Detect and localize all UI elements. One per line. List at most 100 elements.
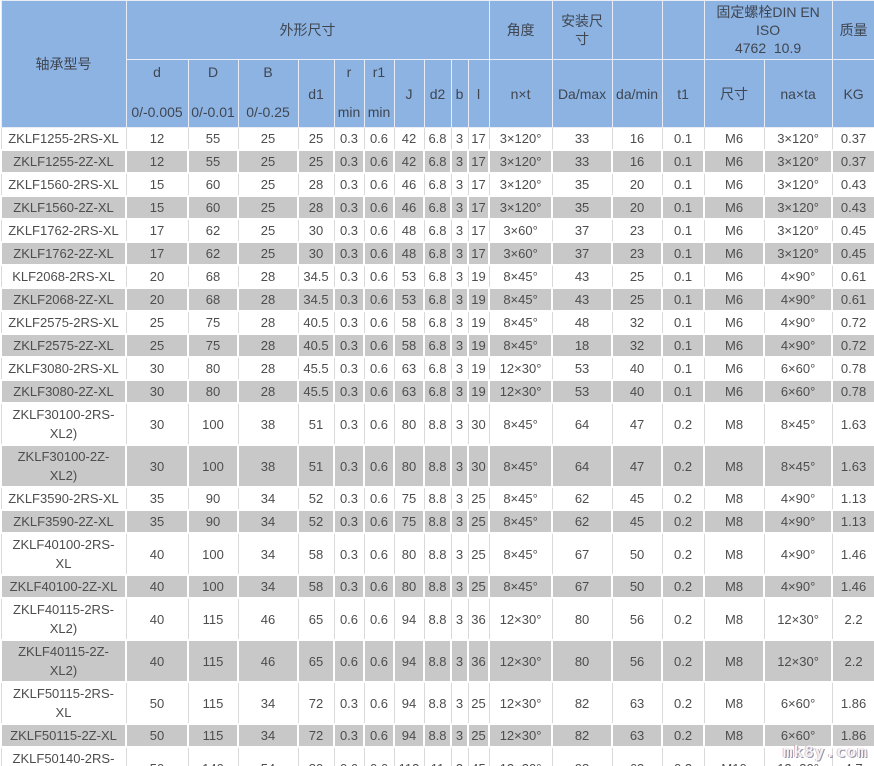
col-header-nxt: n×t (488, 59, 553, 128)
value-cell: 8.8 (423, 723, 452, 748)
value-cell: 3 (450, 639, 469, 683)
value-cell: 12×30° (488, 597, 553, 641)
value-cell: 0.1 (661, 356, 705, 381)
value-cell: M6 (703, 264, 765, 289)
value-cell: 38 (237, 444, 299, 488)
value-cell: 0.3 (333, 218, 365, 243)
value-cell: 28 (297, 195, 335, 220)
value-cell: 80 (551, 639, 614, 683)
value-cell: 0.1 (661, 264, 705, 289)
value-cell: 3×120° (763, 218, 833, 243)
value-cell: 0.6 (363, 333, 395, 358)
value-cell: 3 (450, 172, 469, 197)
value-cell: 34 (237, 509, 299, 534)
value-cell: 3×120° (488, 127, 553, 151)
value-cell: 46 (237, 597, 299, 641)
value-cell: 2.2 (831, 597, 874, 641)
value-cell: 0.3 (333, 444, 365, 488)
value-cell: 25 (237, 195, 299, 220)
value-cell: 0.6 (363, 195, 395, 220)
value-cell: M8 (703, 444, 766, 488)
value-cell: 94 (393, 639, 425, 683)
value-cell: 8.8 (423, 574, 452, 599)
value-cell: 30 (125, 379, 189, 404)
value-cell: 3 (450, 379, 469, 404)
header-group-row: 轴承型号 外形尺寸 角度 安装尺寸 固定螺栓DIN EN ISO 4762 10… (0, 0, 874, 128)
value-cell: 0.3 (333, 532, 365, 576)
value-cell: 6.8 (423, 172, 452, 197)
value-cell: 0.1 (661, 310, 705, 335)
col-header-bolt-size: 尺寸 (703, 59, 765, 128)
value-cell: 19 (466, 287, 491, 312)
value-cell: 8×45° (488, 444, 554, 488)
value-cell: 75 (187, 333, 239, 358)
value-cell: 8×45° (488, 402, 553, 446)
value-cell: 1.13 (831, 486, 874, 511)
value-cell: 35 (125, 509, 189, 534)
value-cell: 8×45° (763, 402, 833, 446)
value-cell: 37 (551, 241, 614, 266)
value-cell: 45 (611, 486, 663, 511)
value-cell: 16 (611, 149, 664, 174)
value-cell: 47 (611, 444, 664, 488)
value-cell: 6.8 (423, 287, 452, 312)
model-cell: ZKLF1255-2RS-XL (0, 127, 127, 151)
model-cell: ZKLF40115-2RS-XL2) (0, 597, 127, 641)
value-cell: 0.3 (333, 486, 365, 511)
value-cell: 82 (551, 681, 613, 725)
value-cell: 45 (467, 746, 490, 766)
value-cell: 0.3 (333, 379, 365, 404)
value-cell: 20 (125, 287, 189, 312)
value-cell: M6 (703, 241, 766, 266)
value-cell: 8.8 (423, 444, 452, 488)
value-cell: M8 (703, 532, 765, 576)
col-header-kg: KG (831, 59, 874, 128)
value-cell: 0.78 (831, 356, 874, 381)
value-cell: 80 (297, 746, 335, 766)
value-cell: 12×30° (488, 639, 554, 683)
value-cell: 12 (125, 127, 189, 151)
value-cell: 3×120° (488, 172, 553, 197)
value-cell: 68 (187, 287, 239, 312)
value-cell: 1.46 (831, 532, 874, 576)
value-cell: 15 (125, 195, 189, 220)
value-cell: 0.6 (363, 218, 395, 243)
value-cell: 115 (187, 681, 239, 725)
value-cell: M10 (703, 746, 765, 766)
value-cell: 55 (187, 127, 239, 151)
value-cell: 0.6 (333, 746, 365, 766)
value-cell: 19 (467, 264, 490, 289)
value-cell: 80 (393, 402, 425, 446)
value-cell: 30 (466, 444, 491, 488)
value-cell: 3 (450, 149, 469, 174)
value-cell: 3 (450, 127, 469, 151)
model-cell: ZKLF1762-2RS-XL (0, 218, 127, 243)
table-row: ZKLF2575-2RS-XL 25 75 28 40.5 0.3 0.6 58 6.8 3 19 8… (0, 310, 874, 335)
col-header-naxta: na×ta (763, 59, 833, 128)
value-cell: 80 (187, 356, 239, 381)
value-cell: 17 (466, 241, 491, 266)
value-cell: 1.86 (831, 681, 874, 725)
value-cell: 0.43 (831, 172, 874, 197)
value-cell: 8.8 (423, 597, 452, 641)
value-cell: 53 (551, 356, 613, 381)
value-cell: 52 (297, 509, 335, 534)
value-cell: 28 (237, 379, 299, 404)
value-cell: 8×45° (488, 310, 553, 335)
value-cell: 12×30° (763, 746, 833, 766)
value-cell: 0.6 (333, 597, 365, 641)
value-cell: 0.6 (363, 639, 395, 683)
value-cell: 30 (467, 402, 490, 446)
col-header-da-min: da/min (611, 59, 663, 128)
value-cell: 0.6 (363, 379, 395, 404)
value-cell: 90 (187, 509, 239, 534)
model-cell: ZKLF1560-2Z-XL (0, 195, 127, 220)
col-header-model: 轴承型号 (0, 0, 127, 128)
value-cell: 8×45° (488, 574, 554, 599)
value-cell: 3 (450, 264, 469, 289)
value-cell: 1.13 (831, 509, 874, 534)
value-cell: 8×45° (488, 532, 553, 576)
table-row: ZKLF50115-2RS-XL 50 115 34 72 0.3 0.6 94 8.8 3 25 1… (0, 681, 874, 725)
